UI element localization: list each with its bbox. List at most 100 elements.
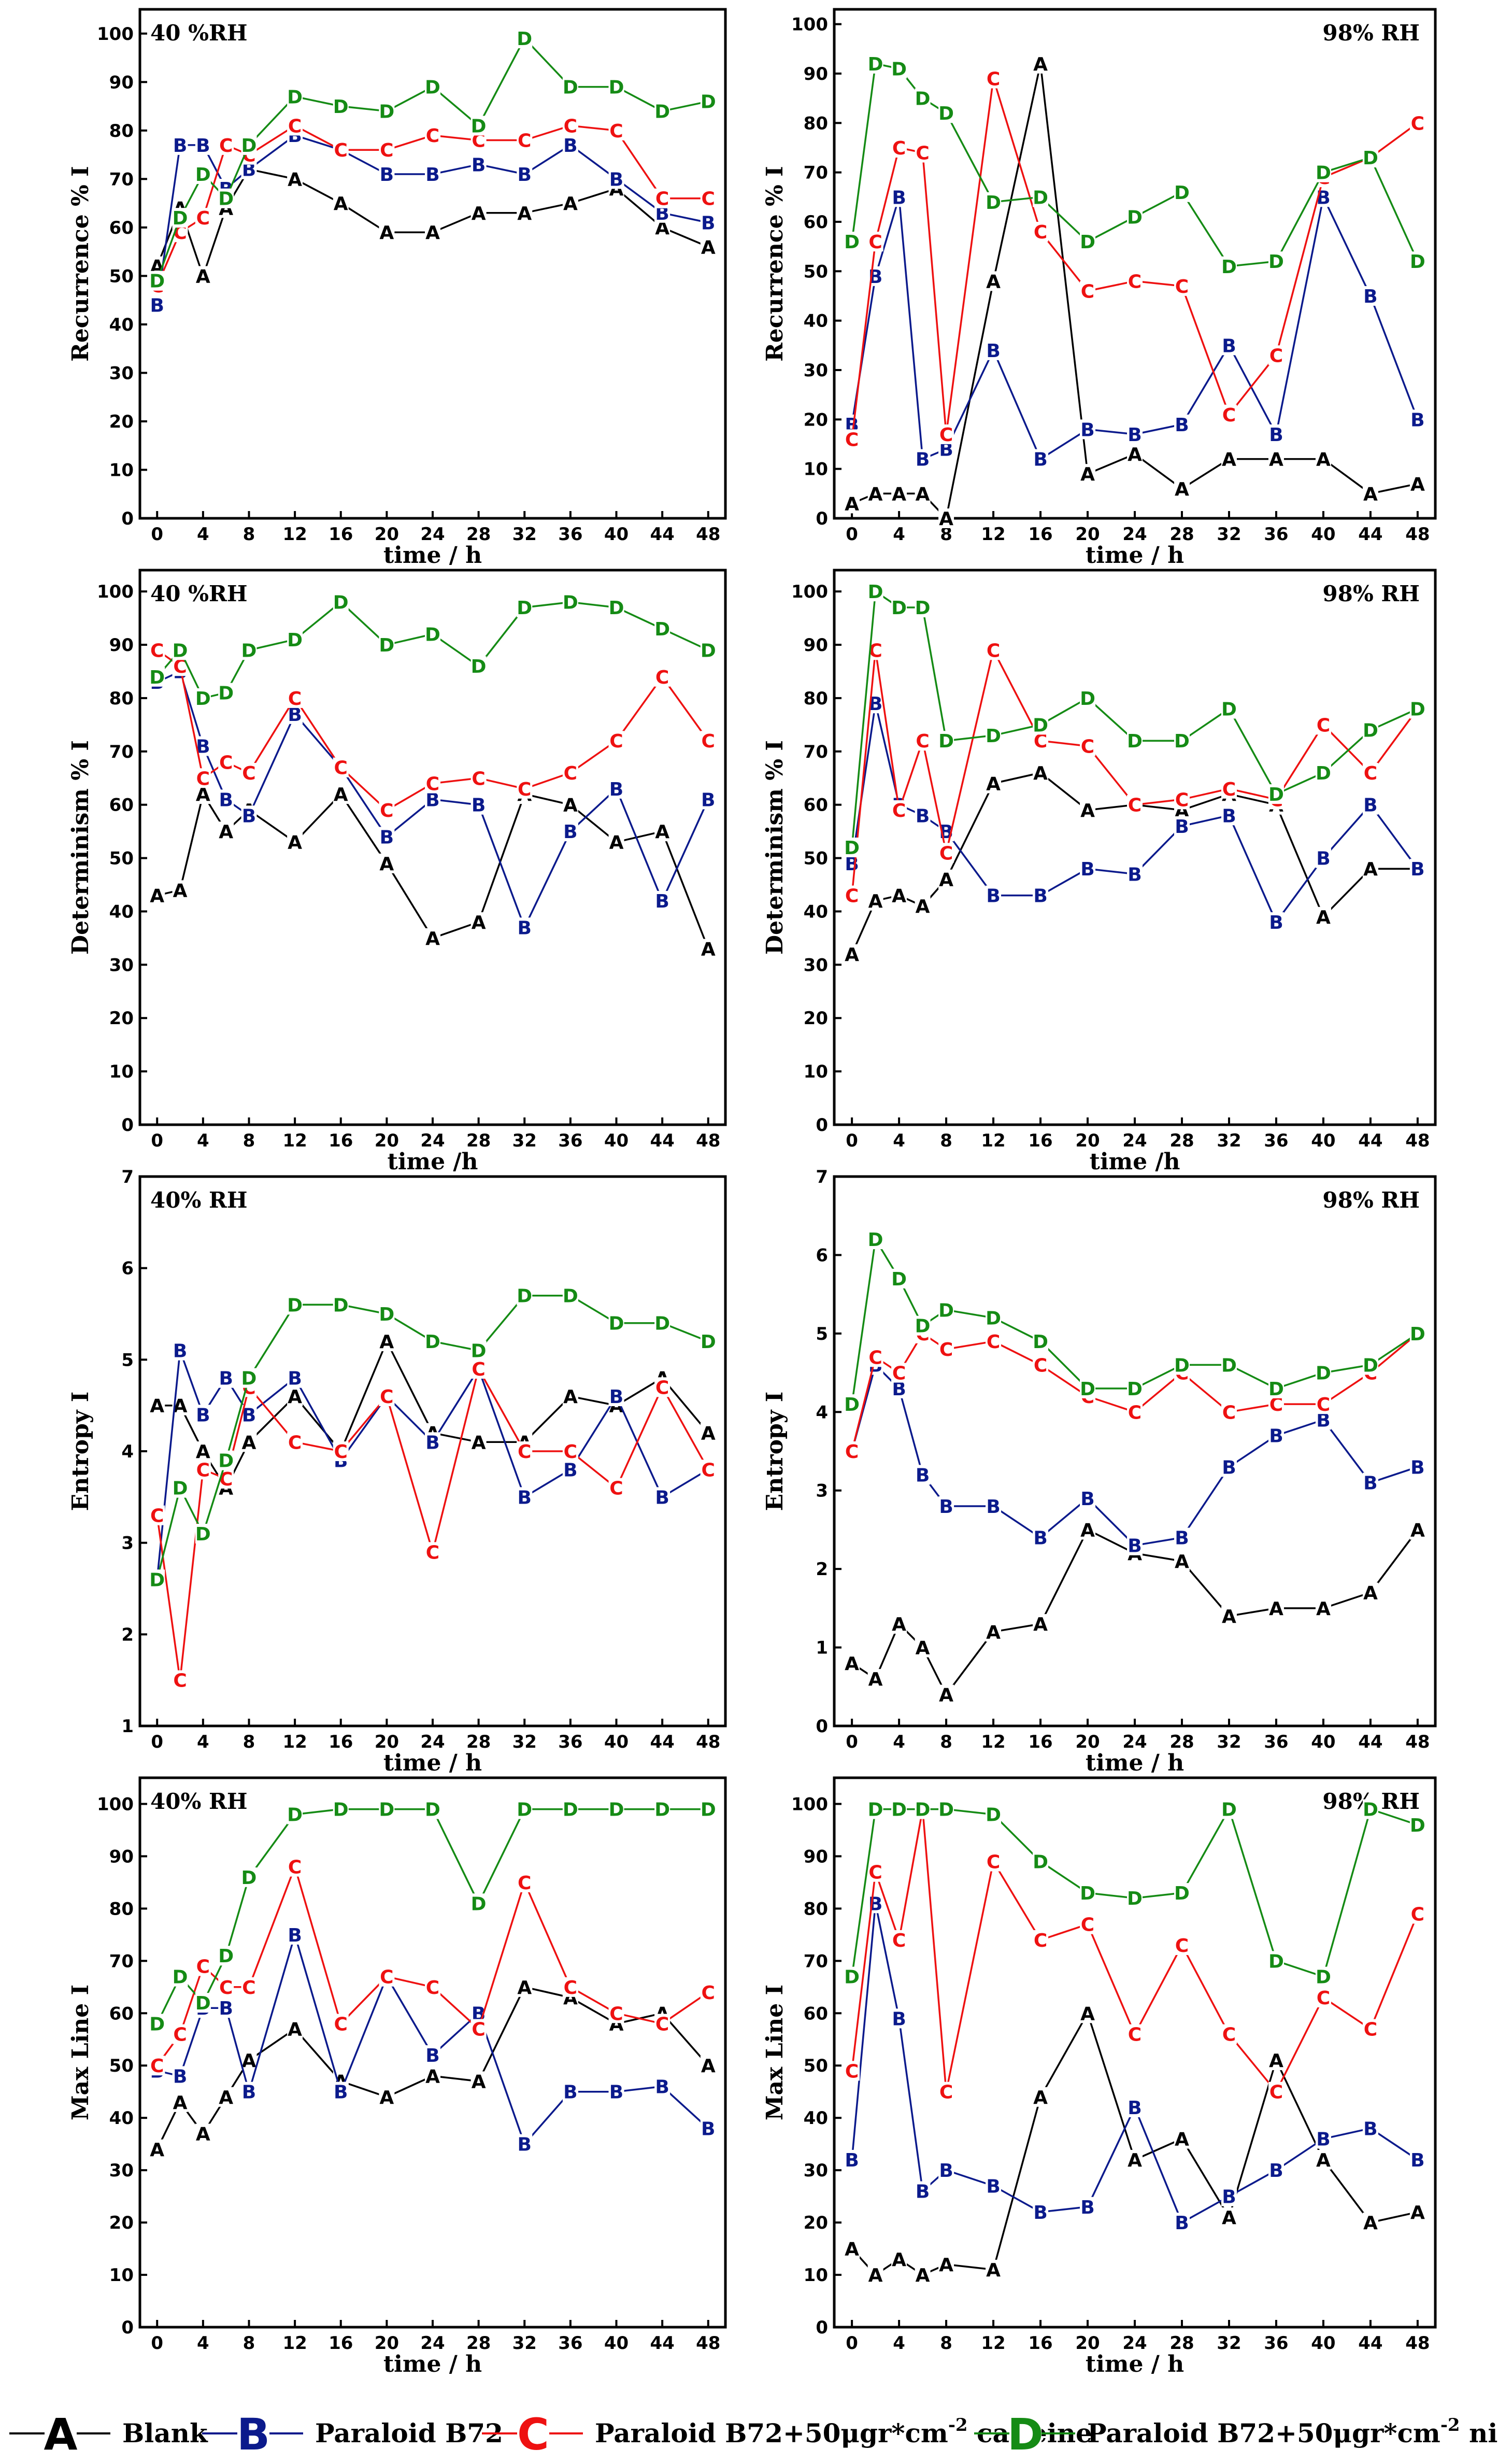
data-point: A [1128, 2150, 1142, 2171]
data-point: D [1316, 763, 1331, 784]
marker-bg [1174, 1355, 1190, 1375]
data-point: A [868, 891, 883, 912]
legend-label: Paraloid B72 [315, 2418, 503, 2448]
data-point: C [196, 1460, 210, 1481]
marker-bg [608, 2081, 624, 2102]
y-axis-label: Max Line I [762, 1985, 788, 2120]
marker-bg [1221, 449, 1237, 469]
legend-marker: A [44, 2409, 77, 2460]
data-point: A [288, 169, 302, 190]
data-point: C [987, 1852, 1000, 1873]
data-point: C [1222, 1402, 1236, 1423]
data-point: D [241, 1867, 257, 1889]
data-point: B [892, 2008, 906, 2030]
marker-bg [700, 1460, 716, 1480]
marker-bg [915, 731, 931, 751]
marker-bg [1221, 404, 1237, 424]
data-point: D [517, 29, 532, 50]
data-point: C [1128, 271, 1142, 292]
x-tick-label: 20 [1075, 524, 1100, 545]
data-point: A [892, 484, 906, 505]
marker-bg [195, 1524, 211, 1543]
marker-bg [1362, 762, 1378, 783]
data-point: C [518, 1441, 531, 1463]
marker-bg [608, 120, 624, 140]
x-tick-label: 44 [1358, 1732, 1382, 1752]
marker-bg [425, 222, 440, 243]
marker-bg [1033, 187, 1049, 207]
marker-bg [915, 2265, 931, 2285]
marker-bg [1033, 1355, 1049, 1375]
marker-bg [938, 731, 954, 751]
y-tick-label: 0 [816, 508, 828, 529]
data-point: A [845, 944, 859, 966]
data-point: B [1128, 864, 1142, 885]
marker-bg [1362, 1355, 1378, 1375]
marker-bg [986, 2259, 1002, 2279]
marker-bg [425, 1432, 440, 1452]
x-tick-label: 12 [981, 1732, 1005, 1752]
marker-bg [1221, 805, 1237, 826]
data-point: A [1033, 763, 1048, 784]
data-point: D [915, 1800, 931, 1821]
marker-bg [1174, 2213, 1190, 2233]
marker-bg [195, 266, 211, 286]
data-point: B [1033, 886, 1047, 907]
marker-bg [241, 1977, 257, 1997]
data-point: D [173, 1478, 188, 1499]
y-tick-label: 90 [804, 635, 828, 656]
marker-bg [938, 424, 954, 444]
data-point: B [701, 213, 715, 234]
data-point: A [1175, 1551, 1189, 1573]
data-point: D [1080, 1883, 1095, 1904]
y-tick-label: 2 [816, 1559, 828, 1580]
marker-bg [195, 1956, 211, 1976]
marker-bg [218, 188, 234, 208]
marker-bg [425, 928, 440, 948]
data-point: A [425, 222, 440, 244]
marker-bg [1221, 1402, 1237, 1422]
x-tick-label: 48 [1405, 1732, 1430, 1752]
marker-bg [1409, 859, 1425, 879]
marker-bg [218, 135, 234, 155]
x-tick-label: 32 [1217, 1130, 1241, 1151]
data-point: B [1128, 424, 1142, 446]
marker-bg [938, 508, 954, 528]
x-tick-label: 0 [846, 2333, 858, 2354]
data-point: D [1127, 207, 1143, 228]
legend: A Blank B Paraloid B72 C Paraloid B72+50μgr*c… [9, 2409, 1498, 2460]
data-point: D [287, 87, 303, 108]
data-point: A [150, 2140, 164, 2161]
x-tick-label: 20 [375, 1732, 399, 1752]
data-point: D [891, 1269, 907, 1290]
data-point: C [288, 1857, 302, 1878]
marker-bg [517, 1487, 533, 1507]
data-point: D [891, 59, 907, 80]
chart-panel-4: 0 4 8 12 16 20 24 28 32 36 40 44 4801020304050607080… [762, 569, 1437, 1175]
y-tick-label: 40 [804, 2108, 828, 2129]
data-point: D [986, 726, 1001, 747]
y-tick-label: 20 [804, 2213, 828, 2233]
marker-bg [938, 869, 954, 889]
marker-bg [470, 1359, 487, 1379]
marker-bg [218, 2087, 234, 2107]
data-point: D [1174, 1883, 1190, 1904]
data-point: C [196, 1956, 210, 1977]
marker-bg [654, 822, 670, 842]
x-tick-label: 32 [1217, 1732, 1241, 1752]
marker-bg [470, 1432, 487, 1452]
data-point: C [655, 189, 669, 210]
marker-bg [287, 1368, 303, 1388]
marker-bg [938, 843, 954, 863]
x-tick-label: 20 [1075, 1130, 1100, 1151]
data-point: C [219, 135, 233, 157]
y-axis-label: Recurrence % I [67, 166, 94, 362]
data-point: A [916, 1638, 930, 1659]
legend-label: Paraloid B72+50μgr*cm-2 nicotine [1087, 2415, 1498, 2448]
data-point: D [1174, 1355, 1190, 1376]
data-point: B [1363, 286, 1377, 307]
data-point: A [986, 2260, 1001, 2281]
